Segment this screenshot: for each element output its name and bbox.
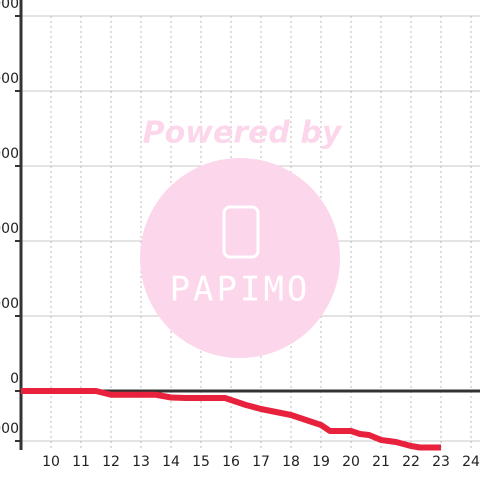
x-tick-label: 17 — [252, 454, 270, 470]
y-tick-label: 60,000 — [0, 221, 19, 237]
x-tick-label: 16 — [222, 454, 240, 470]
x-tick-label: 19 — [312, 454, 330, 470]
x-tick-label: 13 — [132, 454, 150, 470]
watermark: Powered by PAPIMO — [140, 116, 343, 358]
x-tick-label: 15 — [192, 454, 210, 470]
x-tick-label: 23 — [432, 454, 450, 470]
watermark-logo: PAPIMO — [170, 270, 311, 310]
line — [21, 388, 441, 451]
x-tick-label: 24 — [462, 454, 480, 470]
x-tick-label: 11 — [72, 454, 90, 470]
x-tick-label: 14 — [162, 454, 180, 470]
y-tick-label: 30,000 — [0, 296, 19, 312]
y-tick-label: 0 — [10, 371, 19, 387]
x-tick-label: 10 — [42, 454, 60, 470]
y-tick-label: 120,000 — [0, 71, 19, 87]
x-tick-label: 18 — [282, 454, 300, 470]
y-tick-label: -20,000 — [0, 421, 19, 437]
x-tick-label: 20 — [342, 454, 360, 470]
x-tick-label: 21 — [372, 454, 390, 470]
y-tick-label: 90,000 — [0, 146, 19, 162]
x-tick-label: 22 — [402, 454, 420, 470]
watermark-text: Powered by — [143, 116, 343, 151]
watermark-phone — [222, 205, 260, 259]
y-tick-label: 150,000 — [0, 0, 19, 12]
x-tick-label: 12 — [102, 454, 120, 470]
